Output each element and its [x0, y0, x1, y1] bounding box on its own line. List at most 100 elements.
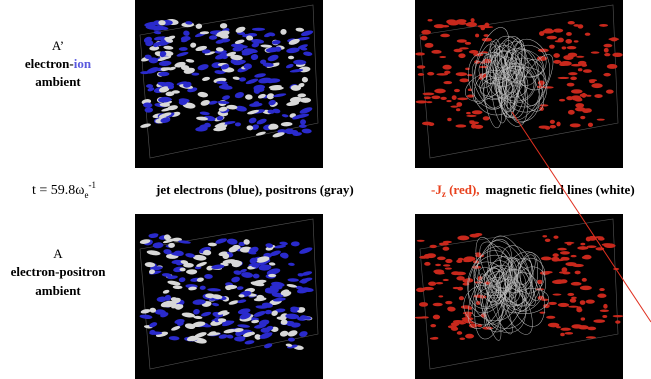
caption-left: jet electrons (blue), positrons (gray)	[155, 182, 354, 197]
rendering-detail	[472, 110, 483, 114]
rendering-detail	[603, 73, 611, 77]
rendering-detail	[443, 247, 450, 251]
rendering-detail	[471, 18, 475, 22]
rendering-detail	[580, 93, 588, 97]
ambient-label: ambient	[35, 283, 81, 298]
rendering-detail	[568, 21, 575, 25]
rendering-detail	[586, 300, 595, 304]
rendering-detail	[437, 256, 446, 260]
rendering-detail	[604, 48, 609, 53]
rendering-detail	[479, 66, 488, 68]
rendering-detail	[428, 282, 436, 286]
rendering-detail	[573, 24, 579, 27]
rendering-detail	[591, 51, 600, 53]
rendering-detail	[445, 301, 452, 304]
rendering-detail	[454, 272, 466, 276]
rendering-detail	[426, 101, 432, 103]
rendering-detail	[444, 66, 449, 70]
rendering-detail	[558, 77, 570, 79]
rendering-detail	[435, 272, 445, 275]
rendering-detail	[434, 89, 446, 94]
rendering-detail	[582, 278, 587, 282]
rendering-detail	[578, 68, 583, 71]
rendering-detail	[570, 298, 576, 302]
rendering-detail	[565, 39, 572, 44]
run-label: A	[53, 246, 63, 261]
rendering-detail	[546, 36, 557, 40]
rendering-detail	[457, 98, 468, 101]
rendering-detail	[482, 38, 492, 42]
rendering-detail	[597, 119, 605, 121]
rendering-detail	[563, 55, 573, 60]
rendering-detail	[578, 325, 589, 329]
rendering-detail	[589, 79, 597, 81]
rendering-detail	[456, 108, 460, 111]
rendering-detail	[559, 99, 565, 102]
rendering-detail	[576, 56, 584, 58]
rendering-detail	[299, 124, 307, 128]
rendering-detail	[546, 316, 555, 319]
rendering-detail	[580, 286, 592, 291]
rendering-detail	[433, 315, 440, 320]
rendering-detail	[580, 116, 585, 119]
rendering-detail	[553, 29, 563, 33]
ambient-label: ambient	[35, 74, 81, 89]
rendering-detail	[572, 264, 584, 267]
label-part: -J	[431, 182, 442, 197]
rendering-detail	[415, 52, 425, 55]
label-part: e	[85, 190, 89, 200]
rendering-detail	[571, 95, 581, 99]
rendering-detail	[565, 332, 573, 335]
rendering-detail	[562, 267, 568, 272]
rendering-detail	[252, 28, 265, 31]
rendering-detail	[452, 95, 457, 100]
rendering-detail	[571, 89, 583, 93]
rendering-detail	[417, 65, 425, 68]
label-part: t = 59.8ω	[32, 183, 85, 198]
rendering-detail	[421, 30, 431, 35]
rendering-detail	[464, 256, 476, 261]
rendering-detail	[541, 257, 552, 261]
rendering-detail	[461, 320, 471, 323]
rendering-detail	[425, 43, 434, 48]
rendering-detail	[459, 78, 468, 82]
rendering-detail	[433, 303, 443, 307]
rendering-detail	[418, 73, 424, 76]
rendering-detail	[568, 72, 577, 75]
rendering-detail	[615, 320, 620, 323]
rendering-detail	[558, 303, 569, 307]
rendering-detail	[417, 240, 425, 242]
rendering-detail	[443, 81, 452, 84]
rendering-detail	[428, 19, 433, 21]
rendering-detail	[455, 20, 466, 23]
rendering-detail	[439, 56, 446, 58]
rendering-detail	[576, 308, 582, 313]
rendering-detail	[572, 124, 580, 127]
rendering-detail	[422, 92, 434, 95]
rendering-detail	[560, 328, 571, 331]
rendering-detail	[585, 108, 592, 112]
rendering-detail	[447, 307, 453, 311]
rendering-detail	[571, 255, 577, 257]
rendering-detail	[604, 53, 610, 56]
rendering-detail	[450, 106, 458, 108]
rendering-detail	[608, 38, 619, 41]
rendering-detail	[454, 89, 460, 92]
rendering-detail	[443, 279, 449, 281]
rendering-detail	[549, 45, 555, 49]
rendering-detail	[599, 24, 608, 27]
rendering-detail	[593, 319, 605, 322]
rendering-detail	[599, 288, 605, 291]
rendering-detail	[434, 24, 445, 28]
rendering-detail	[602, 315, 607, 318]
rendering-detail	[440, 34, 450, 38]
rendering-detail	[571, 64, 581, 67]
rendering-detail	[445, 267, 452, 269]
rendering-detail	[443, 264, 450, 266]
rendering-detail	[453, 49, 462, 53]
rendering-detail	[570, 77, 577, 81]
rendering-detail	[591, 83, 602, 88]
rendering-detail	[456, 72, 468, 76]
rendering-detail	[469, 50, 479, 54]
rendering-detail	[439, 242, 449, 245]
